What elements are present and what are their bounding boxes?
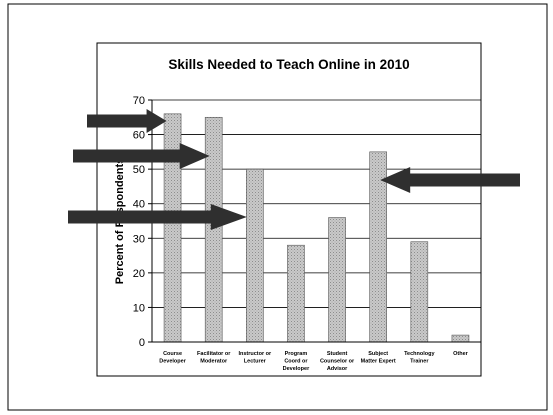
x-tick-label-line: Moderator — [200, 359, 228, 365]
y-tick-label: 0 — [139, 337, 145, 349]
x-tick-label: Subject Matter Expert — [361, 351, 396, 365]
y-tick-label: 40 — [133, 199, 145, 211]
bar — [410, 241, 429, 343]
x-tick-label: Facilitator or Moderator — [197, 351, 231, 365]
highlight-arrow — [87, 109, 167, 133]
bar — [451, 334, 470, 343]
x-tick-label: Program Coord or Developer — [283, 351, 310, 372]
x-tick-label-line: Instructor or — [238, 351, 272, 357]
bar — [246, 168, 264, 343]
y-tick-label: 50 — [133, 164, 145, 176]
x-tick-label: Instructor or Lecturer — [238, 351, 272, 365]
x-tick-label: Other — [453, 351, 469, 357]
x-tick-label: Course Developer — [159, 351, 186, 365]
x-tick-label-line: Subject — [368, 351, 388, 357]
y-tick-label: 70 — [133, 95, 145, 107]
bar — [204, 116, 223, 343]
y-tick-label: 60 — [133, 130, 145, 142]
x-tick-label-line: Program — [285, 351, 308, 357]
bar — [328, 217, 346, 343]
x-tick-label: Student Counselor or Advisor — [320, 351, 355, 372]
x-tick-label-line: Trainer — [410, 359, 429, 365]
x-tick-label-line: Student — [327, 351, 348, 357]
x-tick-label-line: Coord or — [284, 359, 308, 365]
x-tick-label-line: Counselor or — [320, 359, 355, 365]
x-tick-label-line: Advisor — [327, 366, 348, 372]
y-tick-label: 10 — [133, 302, 145, 314]
highlight-arrow — [380, 167, 520, 193]
x-tick-label-line: Course — [163, 351, 182, 357]
x-tick-label-line: Facilitator or — [197, 351, 231, 357]
x-tick-label-line: Matter Expert — [361, 359, 396, 365]
bar — [287, 244, 305, 343]
highlight-arrow — [68, 204, 247, 230]
x-tick-label-line: Technology — [404, 351, 435, 357]
x-tick-label-line: Developer — [283, 366, 310, 372]
y-tick-label: 30 — [133, 233, 145, 245]
x-tick-label-line: Developer — [159, 359, 186, 365]
y-tick-label: 20 — [133, 268, 145, 280]
chart-title: Skills Needed to Teach Online in 2010 — [168, 57, 409, 72]
highlight-arrow — [73, 143, 210, 169]
x-tick-label-line: Other — [453, 351, 469, 357]
bar — [163, 113, 182, 343]
x-tick-label: Technology Trainer — [404, 351, 435, 365]
x-tick-label-line: Lecturer — [244, 359, 267, 365]
slide-frame — [7, 3, 548, 411]
